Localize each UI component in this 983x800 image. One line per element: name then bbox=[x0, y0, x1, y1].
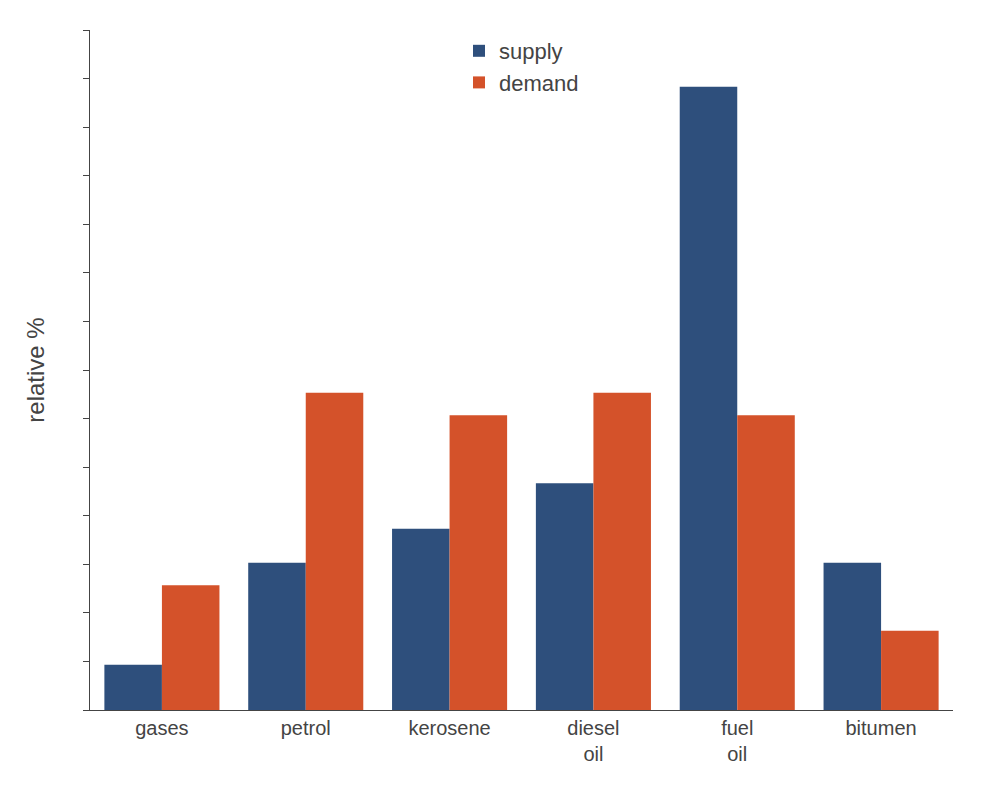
svg-text:kerosene: kerosene bbox=[408, 717, 490, 739]
svg-text:bitumen: bitumen bbox=[846, 717, 917, 739]
svg-text:demand: demand bbox=[499, 71, 579, 96]
svg-text:supply: supply bbox=[499, 39, 563, 64]
svg-text:gases: gases bbox=[135, 717, 188, 739]
svg-text:dieseloil: dieseloil bbox=[567, 717, 619, 765]
svg-text:fueloil: fueloil bbox=[721, 717, 753, 765]
svg-text:petrol: petrol bbox=[281, 717, 331, 739]
svg-text:relative %: relative % bbox=[22, 317, 49, 422]
